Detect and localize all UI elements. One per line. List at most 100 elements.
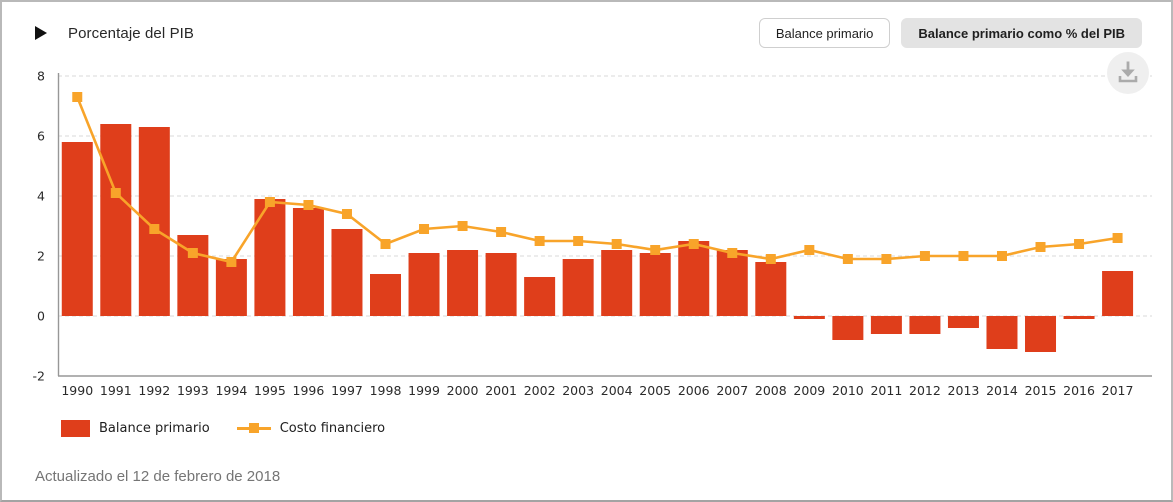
- marker-1993[interactable]: [187, 248, 198, 258]
- x-tick-label-2010: 2010: [832, 383, 864, 398]
- x-tick-label-1991: 1991: [100, 383, 132, 398]
- x-tick-label-1994: 1994: [215, 383, 247, 398]
- bar-2001[interactable]: [485, 253, 517, 316]
- y-tick-label: 6: [37, 129, 45, 144]
- marker-2006[interactable]: [688, 239, 699, 249]
- y-tick-label: -2: [33, 369, 45, 384]
- marker-1990[interactable]: [72, 92, 83, 102]
- marker-2014[interactable]: [996, 251, 1007, 261]
- x-tick-label-2011: 2011: [870, 383, 902, 398]
- download-button[interactable]: [1107, 52, 1149, 94]
- bar-2011[interactable]: [870, 316, 902, 334]
- bar-2010[interactable]: [832, 316, 864, 340]
- marker-1996[interactable]: [303, 200, 314, 210]
- marker-1995[interactable]: [264, 197, 275, 207]
- marker-2002[interactable]: [534, 236, 545, 246]
- marker-1998[interactable]: [380, 239, 391, 249]
- y-tick-label: 0: [37, 309, 45, 324]
- marker-2001[interactable]: [496, 227, 507, 237]
- x-tick-label-2008: 2008: [755, 383, 787, 398]
- x-tick-label-2013: 2013: [948, 383, 980, 398]
- x-tick-label-1995: 1995: [254, 383, 286, 398]
- bar-2012[interactable]: [909, 316, 941, 334]
- x-tick-label-2000: 2000: [447, 383, 479, 398]
- bar-2007[interactable]: [716, 250, 748, 316]
- bar-1994[interactable]: [215, 259, 247, 316]
- marker-2009[interactable]: [804, 245, 815, 255]
- x-tick-label-2017: 2017: [1102, 383, 1134, 398]
- x-tick-label-1990: 1990: [61, 383, 93, 398]
- bar-2002[interactable]: [524, 277, 556, 316]
- x-tick-label-2006: 2006: [678, 383, 710, 398]
- bar-2016[interactable]: [1063, 316, 1095, 319]
- x-tick-label-2012: 2012: [909, 383, 941, 398]
- marker-1997[interactable]: [341, 209, 352, 219]
- bar-2017[interactable]: [1102, 271, 1134, 316]
- download-icon: [1107, 52, 1149, 94]
- x-tick-label-2016: 2016: [1063, 383, 1095, 398]
- bar-1990[interactable]: [61, 142, 93, 316]
- x-tick-label-2009: 2009: [793, 383, 825, 398]
- bar-2014[interactable]: [986, 316, 1018, 349]
- chart-area: -2 0 2 4 6 8 1990 1991 1992 1993 1994 1995 1996 1997 1…: [2, 52, 1171, 402]
- marker-1991[interactable]: [110, 188, 121, 198]
- bar-1991[interactable]: [100, 124, 132, 316]
- bar-2005[interactable]: [639, 253, 671, 316]
- bar-1999[interactable]: [408, 253, 440, 316]
- x-tick-label-1997: 1997: [331, 383, 363, 398]
- marker-2004[interactable]: [611, 239, 622, 249]
- x-tick-label-1993: 1993: [177, 383, 209, 398]
- marker-1999[interactable]: [419, 224, 430, 234]
- bar-2006[interactable]: [678, 241, 710, 316]
- marker-2000[interactable]: [457, 221, 468, 231]
- marker-2010[interactable]: [842, 254, 853, 264]
- x-tick-label-2002: 2002: [524, 383, 556, 398]
- marker-1992[interactable]: [149, 224, 160, 234]
- legend-label-costo-financiero: Costo financiero: [279, 421, 386, 436]
- toggle-balance-primario-button[interactable]: Balance primario: [758, 18, 891, 48]
- legend: Balance primario Costo financiero: [61, 420, 1171, 437]
- marker-2008[interactable]: [765, 254, 776, 264]
- bar-1992[interactable]: [138, 127, 170, 316]
- view-toggle-group: Balance primario Balance primario como %…: [758, 18, 1142, 48]
- x-tick-label-2014: 2014: [986, 383, 1018, 398]
- bar-2015[interactable]: [1025, 316, 1057, 352]
- chart-svg: -2 0 2 4 6 8 1990 1991 1992 1993 1994 1995 1996 1997 1…: [33, 69, 1152, 398]
- x-tick-label-1998: 1998: [370, 383, 402, 398]
- marker-2016[interactable]: [1074, 239, 1085, 249]
- x-tick-label-2003: 2003: [562, 383, 594, 398]
- marker-2013[interactable]: [958, 251, 969, 261]
- chart-title: Porcentaje del PIB: [68, 24, 195, 42]
- bar-1998[interactable]: [370, 274, 402, 316]
- marker-2005[interactable]: [650, 245, 661, 255]
- bar-1996[interactable]: [292, 208, 324, 316]
- marker-2007[interactable]: [727, 248, 738, 258]
- x-tick-label-2001: 2001: [485, 383, 517, 398]
- marker-1994[interactable]: [226, 257, 237, 267]
- x-tick-label-2015: 2015: [1025, 383, 1057, 398]
- bar-2003[interactable]: [562, 259, 594, 316]
- marker-2015[interactable]: [1035, 242, 1046, 252]
- marker-2012[interactable]: [919, 251, 930, 261]
- x-tick-label-2004: 2004: [601, 383, 633, 398]
- bar-1997[interactable]: [331, 229, 363, 316]
- bar-2004[interactable]: [601, 250, 633, 316]
- collapse-triangle-icon[interactable]: [35, 26, 47, 40]
- marker-2017[interactable]: [1112, 233, 1123, 243]
- marker-2011[interactable]: [881, 254, 892, 264]
- updated-date-text: Actualizado el 12 de febrero de 2018: [35, 468, 281, 485]
- header: Porcentaje del PIB Balance primario Bala…: [2, 2, 1171, 49]
- y-tick-label: 8: [37, 69, 45, 84]
- x-tick-label-1999: 1999: [408, 383, 440, 398]
- bar-2009[interactable]: [793, 316, 825, 319]
- bar-2000[interactable]: [447, 250, 479, 316]
- legend-label-balance-primario: Balance primario: [99, 421, 210, 436]
- y-tick-label: 2: [37, 249, 45, 264]
- bar-2008[interactable]: [755, 262, 787, 316]
- toggle-balance-primario-pct-pib-button[interactable]: Balance primario como % del PIB: [901, 18, 1142, 48]
- marker-2003[interactable]: [573, 236, 584, 246]
- x-tick-label-1996: 1996: [293, 383, 325, 398]
- x-tick-label-2005: 2005: [639, 383, 671, 398]
- bar-2013[interactable]: [947, 316, 979, 328]
